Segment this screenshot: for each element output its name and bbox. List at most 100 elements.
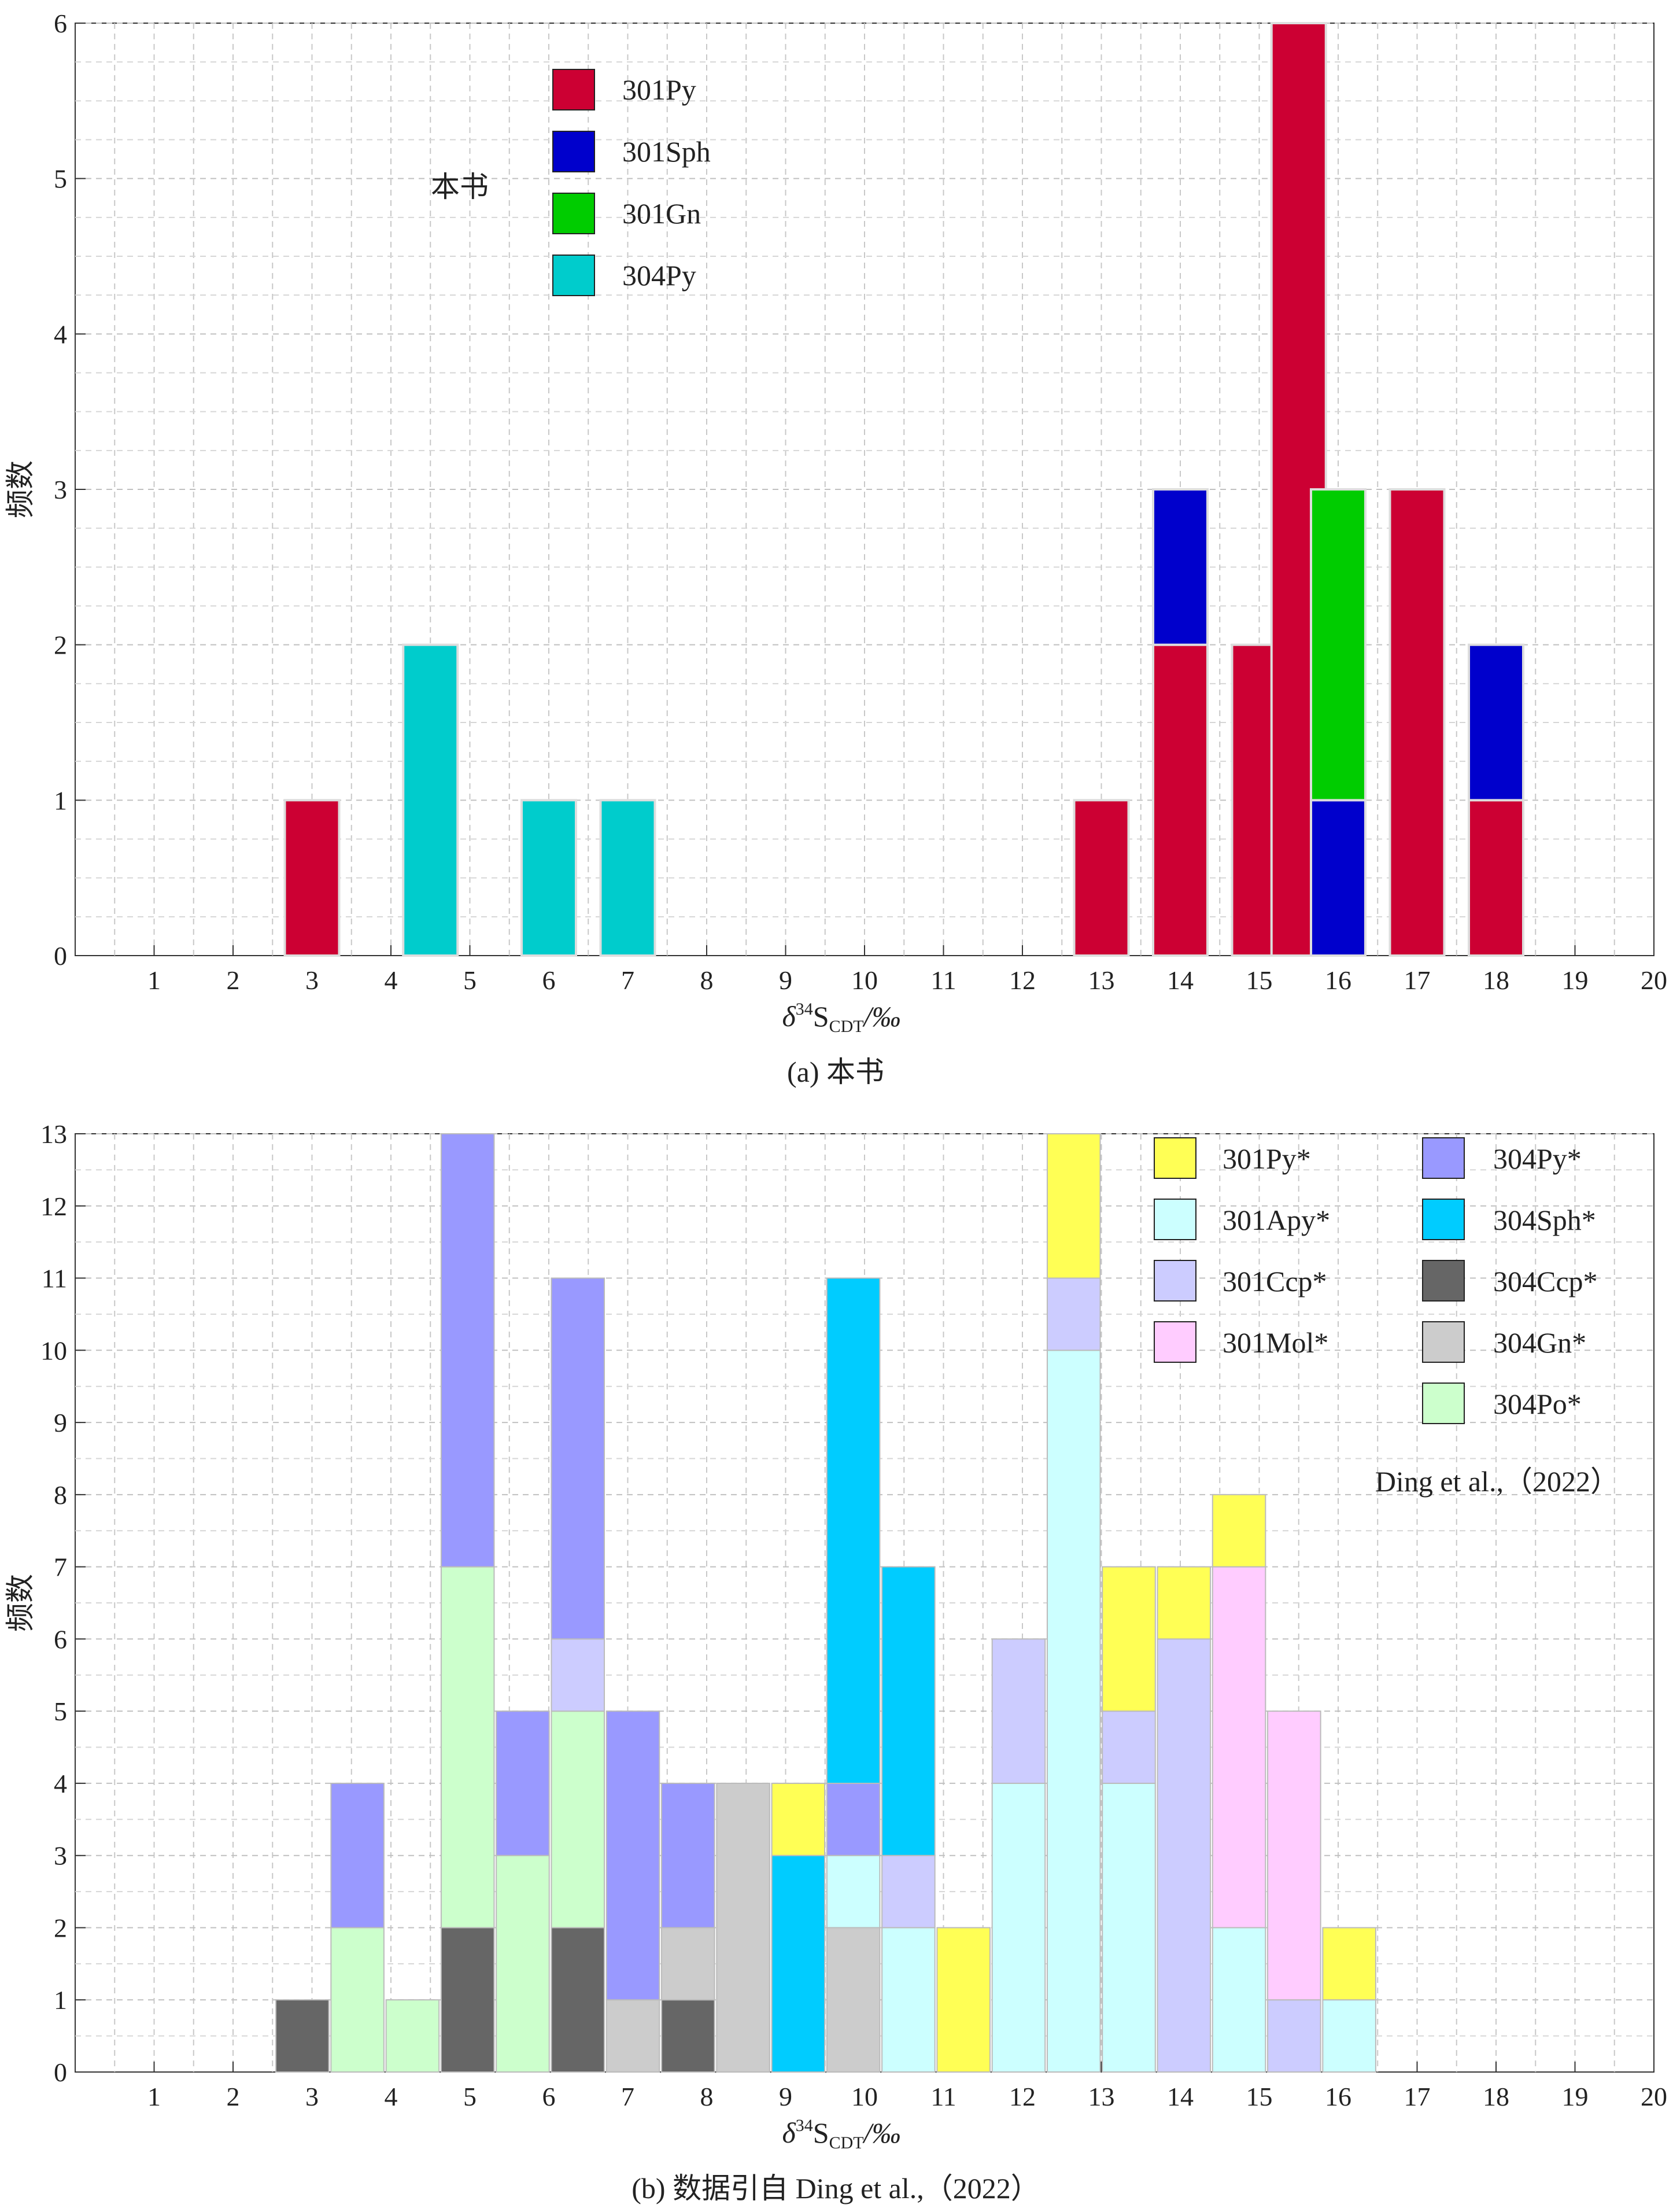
panel-b-xtick-label: 11 [930,2082,956,2111]
bar-301apy [881,1927,936,2073]
bar-304po [496,1855,550,2073]
bar-301py [1102,1566,1156,1712]
panel-a-xtick-label: 10 [851,965,878,995]
bar-301py [1322,1927,1376,2001]
panel-b-xtick-label: 16 [1325,2082,1351,2111]
bar-301py [1468,799,1524,957]
legend-swatch-301mol [1154,1321,1196,1363]
legend-swatch-304py [552,255,595,296]
bar-304sph [771,1855,826,2073]
legend-swatch-304gn [1422,1321,1465,1363]
legend-title: 本书 [431,171,489,203]
bar-301mol [1267,1710,1321,2001]
panel-b-ytick-label: 3 [54,1841,67,1871]
bar-304py [520,799,577,957]
legend-label-304ccp: 304Ccp* [1493,1265,1598,1297]
panel-a-xtick-label: 20 [1641,965,1667,995]
legend-swatch-301py [552,69,595,110]
panel-b-xtick-label: 18 [1483,2082,1509,2111]
panel-a-xtick-label: 11 [930,965,956,995]
panel-a-xtick-label: 13 [1088,965,1115,995]
legend-label-301py: 301Py [622,73,696,106]
panel-b-x-axis-label: δ34SCDT/‰ [782,2116,901,2152]
panel-a-xtick-label: 2 [227,965,240,995]
bar-304gn [661,1927,715,2001]
bar-304py [330,1782,385,1929]
legend-label-301sph: 301Sph [622,135,711,168]
panel-a-xtick-label: 18 [1483,965,1509,995]
bar-301py [1073,799,1130,957]
bar-304py [826,1782,881,1856]
panel-a-xtick-label: 17 [1404,965,1431,995]
bar-304ccp [440,1927,495,2073]
bar-301py [1388,488,1446,957]
panel-a-xtick-label: 8 [700,965,714,995]
bar-301ccp [991,1638,1046,1784]
bar-301sph [1152,488,1209,646]
bar-304gn [826,1927,881,2073]
bar-301apy [1046,1350,1101,2073]
panel-a-xtick-label: 3 [305,965,319,995]
legend-label-304py: 304Py* [1493,1142,1582,1175]
panel-b-xtick-label: 6 [542,2082,556,2111]
bar-304gn [716,1782,770,2073]
bar-304py [440,1133,495,1568]
legend-label-301py: 301Py* [1223,1142,1311,1175]
panel-a-xtick-label: 15 [1246,965,1273,995]
panel-a-ytick-label: 6 [54,9,67,38]
panel-a-y-axis-label: 频数 [4,460,36,518]
panel-b-xtick-label: 14 [1167,2082,1194,2111]
panel-b-ytick-label: 1 [54,1985,67,2015]
bar-301py [1157,1566,1212,1640]
bar-301mol [1212,1566,1266,1929]
panel-b-xtick-label: 10 [851,2082,878,2111]
bar-304py [661,1782,715,1929]
legend-label-304py: 304Py [622,259,696,292]
bar-301apy [1322,1999,1376,2073]
legend-swatch-304sph [1422,1199,1465,1240]
legend-label-304po: 304Po* [1493,1388,1582,1420]
panel-a-xtick-label: 7 [621,965,634,995]
panel-a-xtick-label: 12 [1009,965,1036,995]
panel-a-xtick-label: 1 [147,965,161,995]
panel-b-caption: (b) 数据引自 Ding et al.,（2022） [631,2172,1039,2204]
bar-304py [496,1710,550,1856]
legend-swatch-301gn [552,193,595,234]
source-annotation: Ding et al.,（2022） [1375,1465,1619,1498]
legend-label-301mol: 301Mol* [1223,1326,1328,1359]
panel-b-xtick-label: 13 [1088,2082,1115,2111]
bar-304py [551,1277,605,1640]
legend-label-301ccp: 301Ccp* [1223,1265,1327,1297]
panel-a-xtick-label: 19 [1562,965,1589,995]
bar-301apy [1212,1927,1266,2073]
bar-304ccp [551,1927,605,2073]
panel-b-xtick-label: 4 [385,2082,398,2111]
panel-a-xtick-label: 5 [463,965,477,995]
panel-b-ytick-label: 5 [54,1697,67,1726]
bar-301sph [1468,643,1524,802]
panel-a-xtick-label: 9 [779,965,792,995]
bar-304sph [881,1566,936,1856]
bar-304po [551,1710,605,1929]
panel-b-ytick-label: 0 [54,2058,67,2087]
panel-a-ytick-label: 5 [54,164,67,194]
bar-301ccp [1102,1710,1156,1784]
panel-a-ytick-label: 1 [54,786,67,815]
bar-301py [1212,1494,1266,1568]
bar-301ccp [1157,1638,1212,2073]
panel-b-xtick-label: 3 [305,2082,319,2111]
legend-label-304gn: 304Gn* [1493,1326,1586,1359]
panel-a-ytick-label: 2 [54,631,67,660]
panel-a-caption: (a) 本书 [787,1056,884,1088]
bar-304po [440,1566,495,1929]
panel-b-xtick-label: 8 [700,2082,714,2111]
legend-label-301apy: 301Apy* [1223,1204,1330,1236]
bar-304py [599,799,656,957]
legend-swatch-301apy [1154,1199,1196,1240]
bar-301py [1152,643,1209,957]
bar-301ccp [881,1855,936,1929]
bar-301sph [1310,799,1367,957]
legend-swatch-304po [1422,1383,1465,1424]
